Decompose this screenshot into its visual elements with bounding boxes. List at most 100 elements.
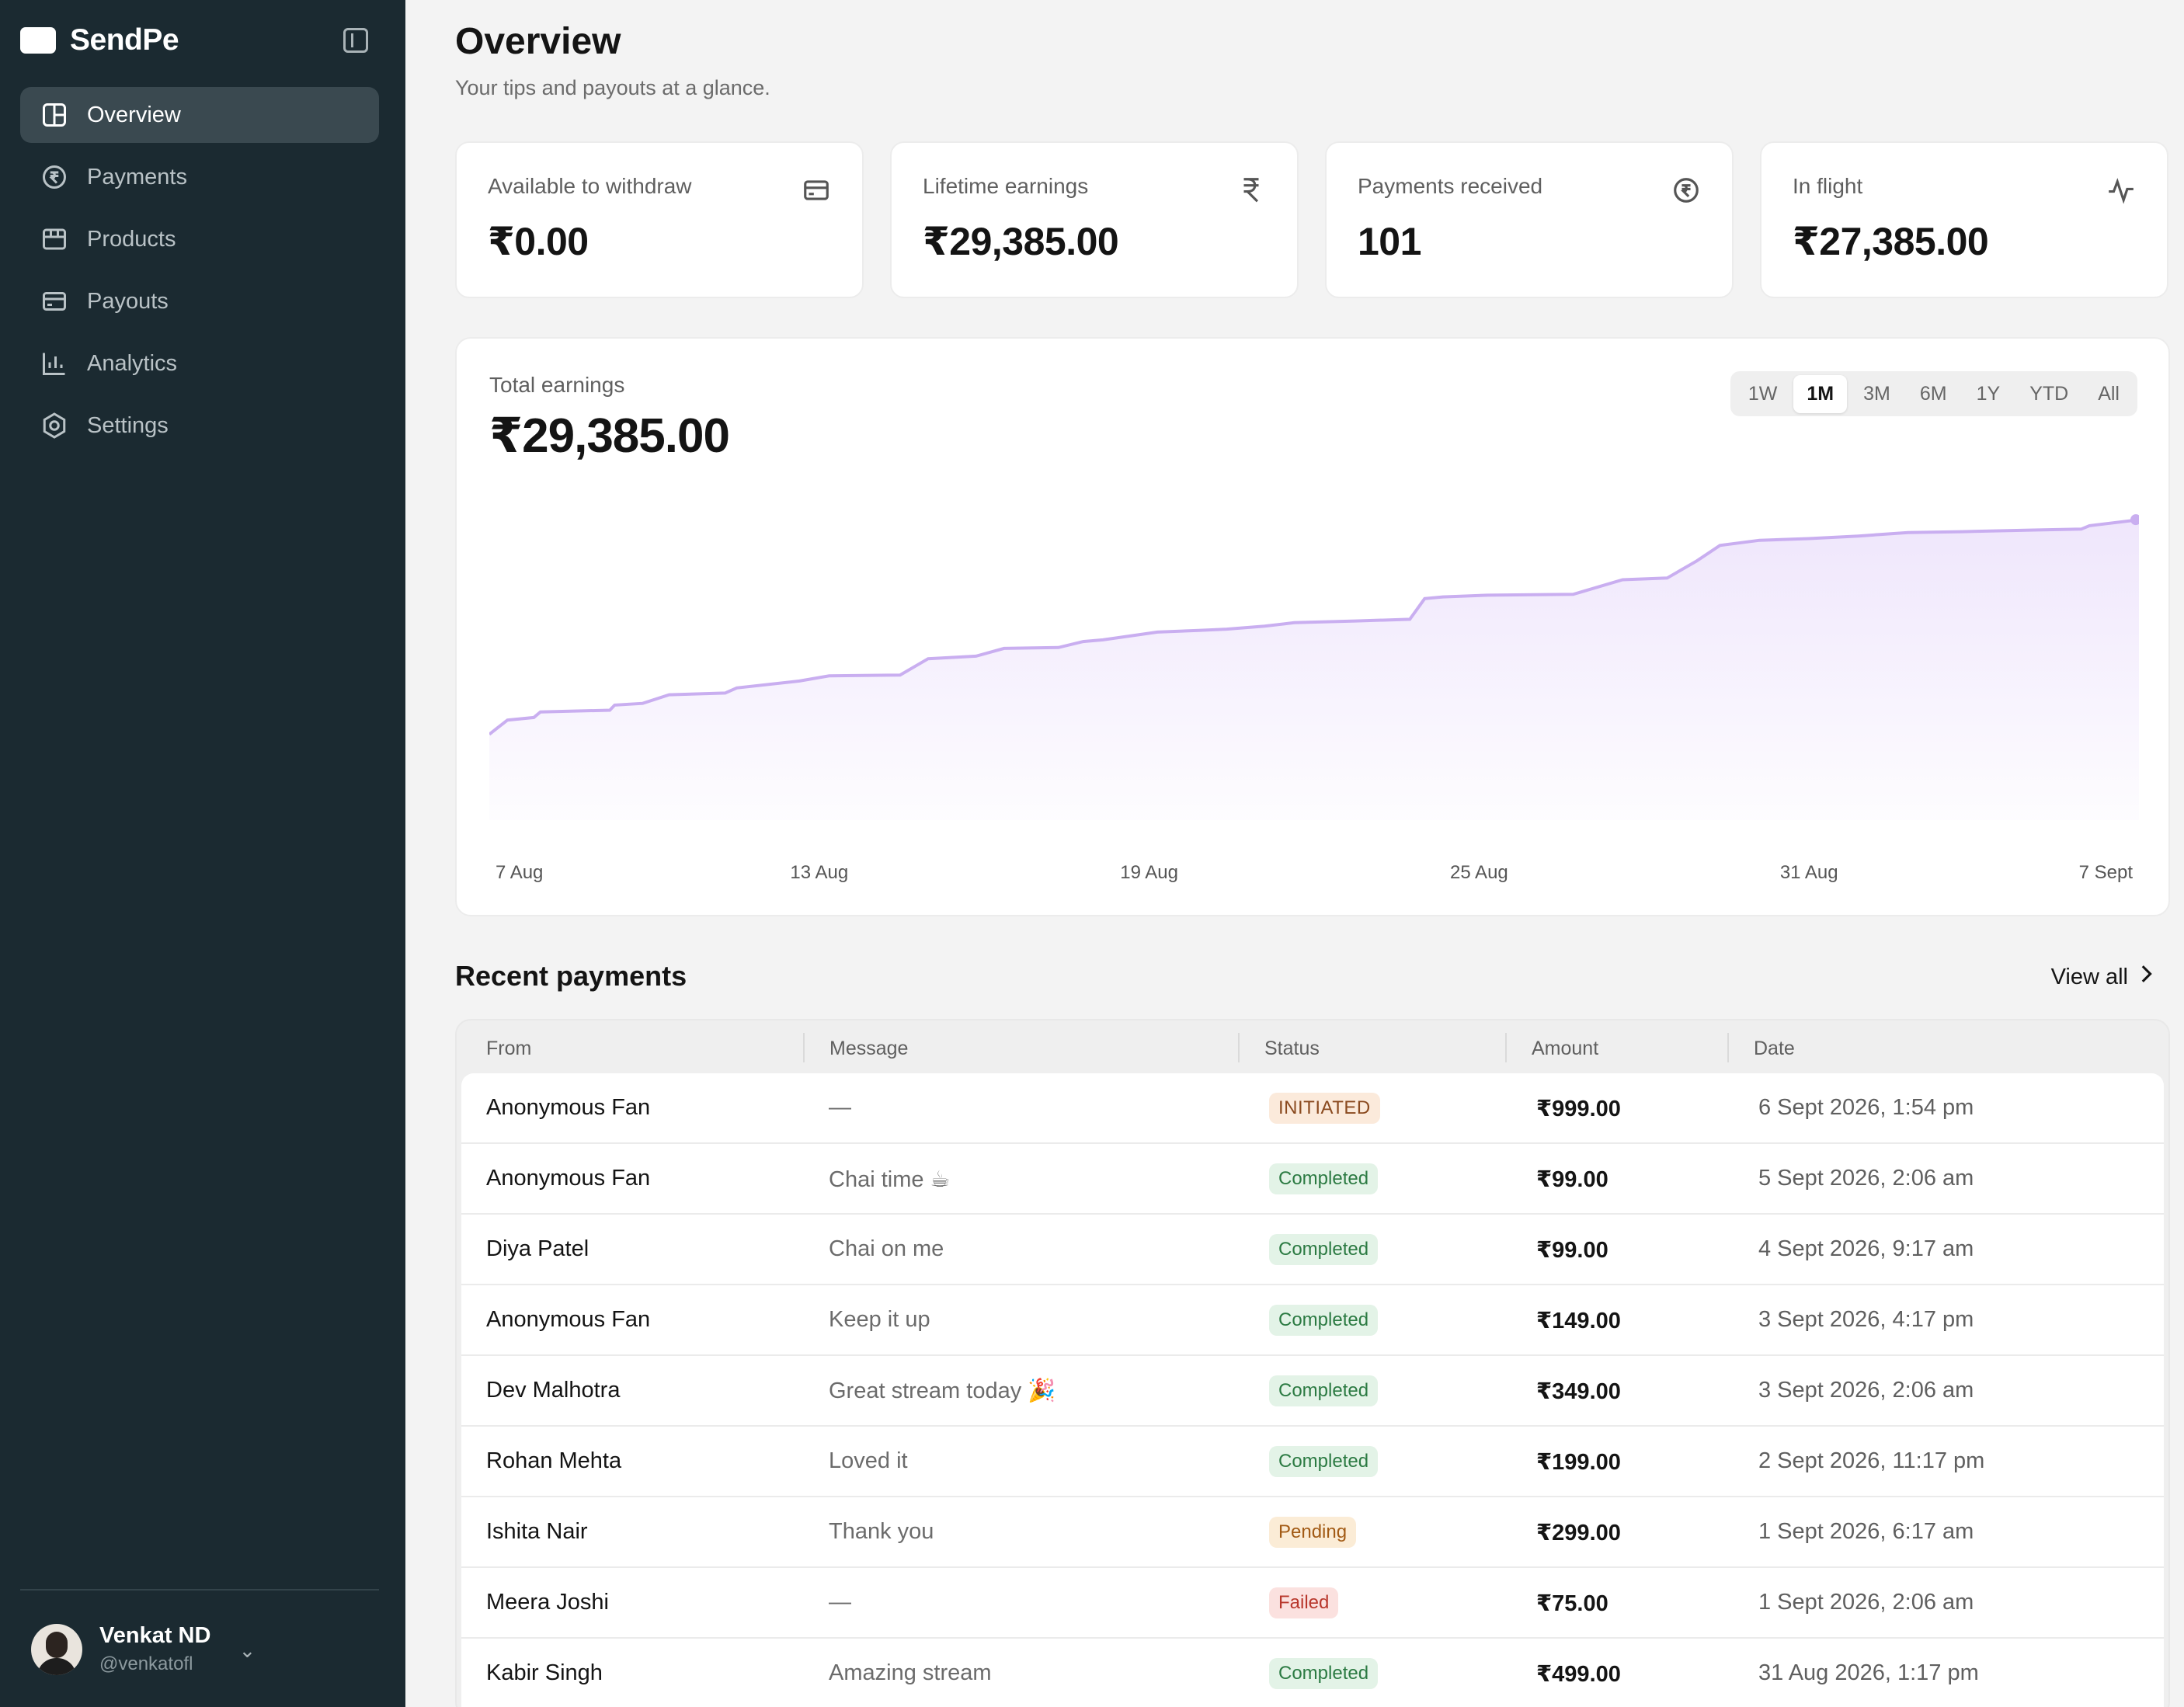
stats-row: Available to withdraw ₹0.00 Lifetime ear… [455,141,2168,298]
range-6m[interactable]: 6M [1919,382,1947,405]
column-header-status[interactable]: Status [1264,1038,1320,1059]
brand-name: SendPe [70,23,179,57]
table-row[interactable]: Kabir Singh Amazing stream Completed ₹499.0… [461,1639,2164,1707]
sidebar-item-products[interactable]: Products [20,211,379,267]
column-divider [803,1033,805,1062]
payment-from: Meera Joshi [486,1590,609,1615]
x-axis-labels: 7 Aug 13 Aug 19 Aug 25 Aug 31 Aug 7 Sept [489,862,2139,885]
status-badge: Completed [1269,1234,1379,1265]
range-3m[interactable]: 3M [1863,382,1890,405]
sidebar-item-analytics[interactable]: Analytics [20,335,379,391]
payment-date: 5 Sept 2026, 2:06 am [1758,1166,1974,1191]
payment-date: 3 Sept 2026, 4:17 pm [1758,1307,1974,1332]
sidebar-toggle-icon[interactable] [343,28,368,53]
payment-amount: ₹99.00 [1536,1238,1608,1263]
payment-date: 6 Sept 2026, 1:54 pm [1758,1095,1974,1120]
table-row[interactable]: Anonymous Fan — INITIATED ₹999.00 6 Sept 202… [461,1073,2164,1144]
range-1y[interactable]: 1Y [1976,382,2001,405]
column-divider [1505,1033,1507,1062]
bar-chart-icon [40,349,68,377]
stat-label: Payments received [1358,174,1543,198]
payment-amount: ₹75.00 [1536,1591,1608,1616]
payment-message: Great stream today 🎉 [829,1378,1056,1403]
rupee-circle-icon [1671,176,1701,205]
earnings-area-fill [489,520,2139,820]
payment-date: 4 Sept 2026, 9:17 am [1758,1236,1974,1261]
column-header-message[interactable]: Message [829,1038,909,1059]
x-tick-label: 19 Aug [1120,862,1178,883]
chevron-down-icon: ⌄ [238,1639,256,1662]
sendpe-logo-icon [20,27,56,54]
range-ytd[interactable]: YTD [2029,382,2069,405]
recent-payments-title: Recent payments [455,960,687,992]
sidebar-nav: Overview Payments Products Payouts Analy… [20,87,379,460]
sidebar-item-overview[interactable]: Overview [20,87,379,143]
table-row[interactable]: Dev Malhotra Great stream today 🎉 Complete… [461,1356,2164,1427]
x-tick-label: 31 Aug [1779,862,1838,883]
payment-amount: ₹499.00 [1536,1662,1621,1687]
stat-value: ₹27,385.00 [1793,220,1989,263]
rupee-icon [1236,176,1266,205]
table-header: From Message Status Amount Date [457,1020,2168,1073]
payment-from: Ishita Nair [486,1519,588,1544]
status-badge: Completed [1269,1375,1379,1406]
table-row[interactable]: Anonymous Fan Chai time ☕ Completed ₹99.00 5… [461,1144,2164,1215]
view-all-label: View all [2050,964,2128,989]
range-1w[interactable]: 1W [1748,382,1778,405]
user-name: Venkat ND [99,1623,211,1648]
wallet-icon [40,287,68,315]
range-1m[interactable]: 1M [1793,374,1848,413]
status-badge: Completed [1269,1658,1379,1689]
sidebar: SendPe Overview Payments Products Payou [0,0,405,1707]
payment-date: 31 Aug 2026, 1:17 pm [1758,1660,1979,1685]
earnings-area-chart[interactable] [489,494,2139,843]
payment-from: Diya Patel [486,1236,589,1261]
payment-from: Anonymous Fan [486,1307,651,1332]
payment-amount: ₹349.00 [1536,1379,1621,1404]
sidebar-item-label: Payouts [87,288,169,314]
stat-card-payments: Payments received 101 [1325,141,1734,298]
user-menu[interactable]: Venkat ND @venkatofl ⌄ [31,1623,256,1675]
sidebar-item-settings[interactable]: Settings [20,398,379,454]
stat-value: ₹0.00 [488,220,589,263]
table-row[interactable]: Meera Joshi — Failed ₹75.00 1 Sept 2026, 2:0… [461,1568,2164,1639]
stat-card-in-flight: In flight ₹27,385.00 [1760,141,2168,298]
table-row[interactable]: Ishita Nair Thank you Pending ₹299.00 1 Sept… [461,1497,2164,1568]
table-body: Anonymous Fan — INITIATED ₹999.00 6 Sept 202… [461,1073,2164,1707]
payment-message: Loved it [829,1448,908,1473]
column-header-amount[interactable]: Amount [1532,1038,1599,1059]
stat-card-lifetime: Lifetime earnings ₹29,385.00 [890,141,1299,298]
stat-label: Available to withdraw [488,174,692,198]
x-tick-label: 25 Aug [1450,862,1508,883]
sidebar-divider [20,1589,379,1591]
column-divider [1727,1033,1729,1062]
table-row[interactable]: Rohan Mehta Loved it Completed ₹199.00 2 Sep… [461,1427,2164,1497]
layout-grid-icon [40,101,68,129]
sidebar-item-payouts[interactable]: Payouts [20,273,379,329]
status-badge: INITIATED [1269,1093,1380,1124]
sidebar-item-payments[interactable]: Payments [20,149,379,205]
column-header-from[interactable]: From [486,1038,532,1059]
view-all-link[interactable]: View all [2051,963,2153,991]
status-badge: Pending [1269,1517,1357,1548]
payment-amount: ₹149.00 [1536,1309,1621,1333]
range-all[interactable]: All [2098,382,2120,405]
payment-date: 1 Sept 2026, 2:06 am [1758,1590,1974,1615]
stat-value: ₹29,385.00 [923,220,1119,263]
column-header-date[interactable]: Date [1754,1038,1795,1059]
payment-message: Chai time ☕ [829,1167,951,1192]
store-icon [40,225,68,253]
sidebar-item-label: Overview [87,102,181,127]
table-row[interactable]: Anonymous Fan Keep it up Completed ₹149.00 3… [461,1285,2164,1356]
table-row[interactable]: Diya Patel Chai on me Completed ₹99.00 4 Sep… [461,1215,2164,1285]
payment-date: 2 Sept 2026, 11:17 pm [1758,1448,1985,1473]
payment-message: Thank you [829,1519,934,1544]
earnings-chart-card: Total earnings ₹29,385.00 1W 1M 3M 6M 1Y… [455,337,2170,916]
sidebar-item-label: Products [87,226,176,252]
page-title: Overview [455,21,621,62]
sidebar-item-label: Settings [87,412,169,438]
x-tick-label: 13 Aug [790,862,849,883]
chart-label: Total earnings [489,373,625,397]
payment-amount: ₹199.00 [1536,1450,1621,1475]
brand[interactable]: SendPe [20,22,179,59]
